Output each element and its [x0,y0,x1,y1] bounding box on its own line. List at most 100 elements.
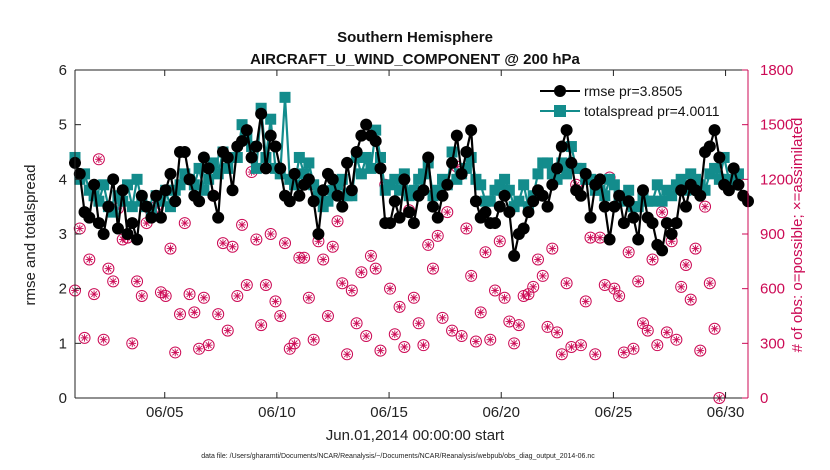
obs-assimilated-point [200,293,208,302]
obs-possible-point [484,333,497,346]
footnote: data file: /Users/gharamti/Documents/NCA… [201,453,595,460]
totalspread-point [355,168,367,180]
totalspread-point [222,162,234,174]
obs-assimilated-point [538,272,547,280]
obs-possible-point [345,284,358,297]
y-left-tick-label: 5 [59,117,67,134]
obs-possible-point [498,291,511,304]
obs-possible-point [627,342,640,355]
totalspread-point [93,195,105,207]
obs-assimilated-point [257,321,265,329]
obs-assimilated-stroke [391,331,398,338]
obs-assimilated-point [281,239,289,247]
obs-assimilated-stroke [429,265,437,272]
obs-possible-point [460,222,473,235]
totalspread-point [503,184,515,196]
totalspread-point [336,173,348,185]
obs-assimilated-stroke [467,272,475,280]
obs-possible-point [517,289,530,302]
obs-assimilated-point [243,281,251,289]
obs-assimilated-stroke [353,320,360,327]
totalspread-point [117,195,129,207]
obs-assimilated-stroke [458,332,465,340]
obs-assimilated-stroke [625,249,632,256]
obs-assimilated-stroke [587,234,594,241]
obs-possible-point [660,326,673,339]
rmse-point [183,173,196,186]
totalspread-point [370,124,382,136]
obs-possible-point [159,289,172,302]
obs-assimilated-point [639,319,647,328]
obs-assimilated-point [448,326,456,335]
obs-possible-point [622,246,635,259]
totalspread-point [675,173,687,185]
obs-assimilated-stroke [420,341,427,349]
obs-assimilated-point [515,321,523,329]
obs-possible-point [684,293,697,306]
rmse-point [388,195,401,208]
obs-possible-point [169,346,182,359]
rmse-point [202,162,215,175]
obs-assimilated-stroke [372,265,379,272]
obs-assimilated-point [180,219,189,227]
chart-title-line2: AIRCRAFT_U_WIND_COMPONENT @ 200 hPa [250,51,580,68]
totalspread-point [599,190,611,202]
rmse-point [341,156,354,169]
obs-possible-point [240,279,253,292]
obs-assimilated-point [706,279,714,287]
rmse-point [460,146,473,158]
obs-possible-point [183,288,196,301]
totalspread-point [236,119,248,131]
obs-possible-point [336,277,349,290]
obs-assimilated-stroke [678,283,685,291]
obs-assimilated-stroke [129,340,136,347]
obs-assimilated-stroke [367,252,375,260]
obs-assimilated-point [400,343,409,351]
obs-assimilated-point [161,292,170,300]
rmse-point [293,189,306,202]
obs-assimilated-point [104,264,113,273]
rmse-point [574,189,587,202]
rmse-point [632,233,645,246]
obs-possible-point [388,328,401,341]
obs-assimilated-point [591,350,600,359]
rmse-point [450,129,463,142]
obs-assimilated-stroke [229,243,236,250]
obs-assimilated-point [505,317,514,326]
obs-assimilated-stroke [76,225,83,232]
obs-assimilated-point [672,335,681,344]
totalspread-point [465,151,477,163]
totalspread-point [475,179,487,191]
obs-assimilated-point [262,281,270,289]
obs-assimilated-stroke [167,245,174,252]
obs-assimilated-stroke [496,238,503,245]
totalspread-point [394,184,406,196]
obs-assimilated-stroke [262,281,270,289]
totalspread-point [513,195,525,207]
obs-assimilated-stroke [157,289,165,296]
obs-assimilated-point [433,232,442,240]
obs-assimilated-point [691,244,700,253]
obs-assimilated-point [271,297,280,306]
y-right-tick-label: 300 [760,335,785,352]
rmse-point [269,140,282,153]
obs-assimilated-stroke [224,327,231,334]
rmse-point [503,206,516,219]
obs-possible-point [541,320,554,333]
obs-assimilated-stroke [534,256,542,263]
legend-rmse-marker [554,85,566,97]
obs-assimilated-stroke [544,323,551,331]
obs-assimilated-point [138,292,146,300]
obs-possible-point [574,339,587,352]
rmse-point [264,129,277,142]
obs-assimilated-point [653,341,662,349]
obs-assimilated-stroke [95,156,103,163]
obs-possible-point [384,282,397,295]
obs-assimilated-point [562,279,571,287]
obs-possible-point [341,348,354,361]
rmse-point [455,167,468,180]
totalspread-point [265,113,277,125]
rmse-point [469,195,482,208]
obs-assimilated-point [99,335,108,344]
rmse-point [331,189,344,202]
